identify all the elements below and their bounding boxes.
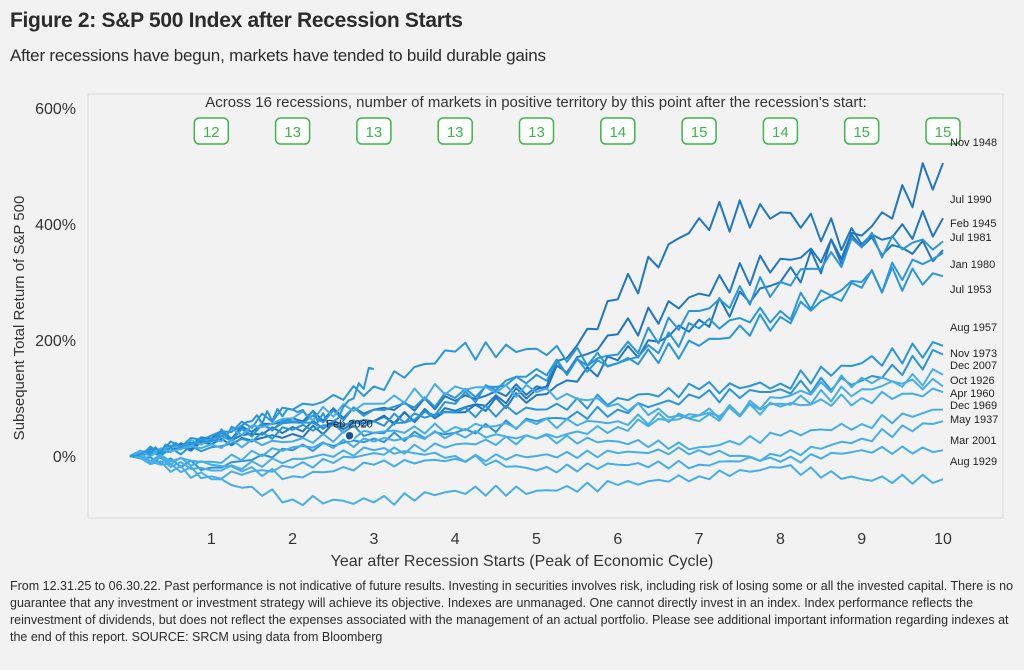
x-tick-label: 10 <box>934 531 952 548</box>
series-line <box>129 445 944 481</box>
series-line <box>129 233 944 459</box>
positive-count-box <box>518 117 555 145</box>
series-end-label: Dec 1969 <box>950 400 997 412</box>
positive-count-note: Across 16 recessions, number of markets … <box>205 94 866 111</box>
highlight-point-marker <box>344 430 355 441</box>
series-line <box>129 374 944 457</box>
series-line <box>129 349 944 471</box>
series-end-label: Oct 1926 <box>950 375 995 387</box>
series-end-label: Nov 1973 <box>950 348 997 360</box>
x-tick-label: 1 <box>207 531 216 548</box>
series-end-label: Dec 2007 <box>950 360 997 372</box>
y-tick-label: 200% <box>35 333 76 350</box>
series-end-label: Jan 1980 <box>950 259 995 271</box>
positive-count-box <box>762 117 799 145</box>
x-tick-label: 2 <box>288 531 297 548</box>
positive-count-value: 14 <box>772 124 789 141</box>
positive-count-box <box>600 117 636 145</box>
positive-count-box <box>843 117 880 145</box>
series-line <box>129 341 944 458</box>
series-end-label: Jul 1990 <box>950 194 992 206</box>
positive-count-value: 12 <box>203 124 220 141</box>
x-tick-label: 3 <box>369 531 378 548</box>
positive-count-value: 15 <box>691 124 708 141</box>
highlight-point-label: Feb 2020 <box>326 419 372 431</box>
x-tick-label: 5 <box>532 531 541 548</box>
series-end-label: Jul 1981 <box>950 232 992 244</box>
positive-count-value: 13 <box>284 124 301 141</box>
positive-count-value: 14 <box>609 124 626 141</box>
positive-count-box <box>193 117 230 145</box>
series-line <box>129 455 944 507</box>
series-line <box>129 162 944 457</box>
series-end-label: Mar 2001 <box>950 435 996 447</box>
series-end-label: Jul 1953 <box>950 284 992 296</box>
figure-title: Figure 2: S&P 500 Index after Recession … <box>10 9 463 32</box>
x-tick-label: 8 <box>776 531 785 548</box>
series-line <box>129 420 944 474</box>
positive-count-value: 15 <box>935 124 952 141</box>
y-tick-label: 0% <box>53 449 76 466</box>
series-end-label: Aug 1957 <box>950 322 997 334</box>
y-axis-title: Subsequent Total Return of S&P 500 <box>11 196 28 441</box>
positive-count-box <box>925 117 961 145</box>
series-end-label: May 1937 <box>950 414 998 426</box>
x-tick-label: 4 <box>451 531 460 548</box>
positive-count-value: 15 <box>853 124 870 141</box>
y-tick-label: 400% <box>35 217 76 234</box>
positive-count-box <box>681 117 717 145</box>
x-tick-label: 6 <box>613 531 622 548</box>
series-line <box>129 408 944 464</box>
positive-count-box <box>356 117 392 145</box>
positive-count-box <box>437 117 473 145</box>
positive-count-box <box>274 117 311 145</box>
series-end-label: Apr 1960 <box>950 388 995 400</box>
y-tick-label: 600% <box>35 101 76 118</box>
x-tick-label: 9 <box>857 531 866 548</box>
plot-area-frame <box>87 93 1004 519</box>
figure-subtitle: After recessions have begun, markets hav… <box>10 46 546 65</box>
positive-count-value: 13 <box>447 124 464 141</box>
series-end-label: Aug 1929 <box>950 456 997 468</box>
series-line <box>129 387 944 458</box>
x-axis-title: Year after Recession Starts (Peak of Eco… <box>331 553 714 570</box>
x-tick-label: 7 <box>695 531 704 548</box>
positive-count-value: 13 <box>528 124 545 141</box>
series-line <box>129 199 944 458</box>
series-line <box>129 366 375 457</box>
positive-count-value: 13 <box>366 124 383 141</box>
series-end-label: Feb 1945 <box>950 218 996 230</box>
series-end-label: Nov 1948 <box>950 137 997 149</box>
footnote: From 12.31.25 to 06.30.22. Past performa… <box>10 579 1014 644</box>
